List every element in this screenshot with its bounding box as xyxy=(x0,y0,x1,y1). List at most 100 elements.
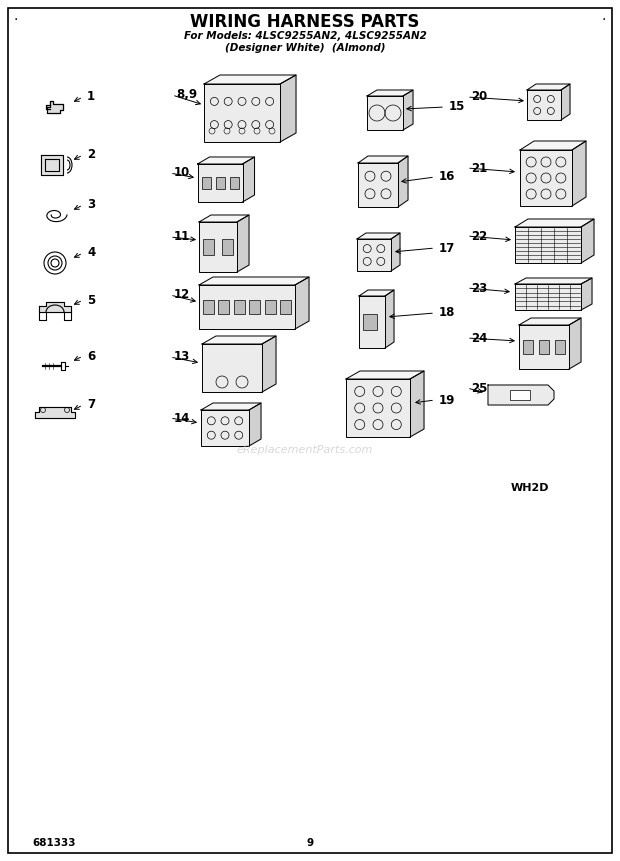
Bar xyxy=(359,296,385,348)
Polygon shape xyxy=(581,219,594,263)
Text: 6: 6 xyxy=(87,350,95,362)
Text: 13: 13 xyxy=(174,350,190,363)
Text: 14: 14 xyxy=(174,412,190,424)
Polygon shape xyxy=(398,156,408,207)
Polygon shape xyxy=(35,407,75,418)
Text: 24: 24 xyxy=(471,331,487,344)
Text: 681333: 681333 xyxy=(32,838,76,848)
Text: .: . xyxy=(14,9,18,23)
Polygon shape xyxy=(204,75,296,84)
Polygon shape xyxy=(519,318,581,325)
Text: 2: 2 xyxy=(87,148,95,162)
Bar xyxy=(515,284,581,310)
Bar xyxy=(222,239,233,255)
Polygon shape xyxy=(199,277,309,285)
Bar xyxy=(357,239,391,271)
Text: 19: 19 xyxy=(439,393,455,406)
Polygon shape xyxy=(237,215,249,272)
Text: For Models: 4LSC9255AN2, 4LSC9255AN2: For Models: 4LSC9255AN2, 4LSC9255AN2 xyxy=(184,31,427,41)
Text: 11: 11 xyxy=(174,231,190,244)
Polygon shape xyxy=(527,84,570,90)
Polygon shape xyxy=(515,278,592,284)
Bar xyxy=(234,300,245,314)
Bar xyxy=(203,239,214,255)
Text: 25: 25 xyxy=(471,381,487,394)
Text: .: . xyxy=(602,9,606,23)
Polygon shape xyxy=(202,336,276,344)
Polygon shape xyxy=(569,318,581,369)
Polygon shape xyxy=(242,157,254,202)
Bar xyxy=(519,325,569,369)
Polygon shape xyxy=(359,290,394,296)
Bar xyxy=(265,300,276,314)
Bar xyxy=(202,344,262,392)
Polygon shape xyxy=(385,290,394,348)
Bar xyxy=(203,300,214,314)
Text: 18: 18 xyxy=(439,307,455,319)
Polygon shape xyxy=(391,233,400,271)
Polygon shape xyxy=(520,141,586,150)
Text: 20: 20 xyxy=(471,90,487,103)
Polygon shape xyxy=(199,215,249,222)
Text: 1: 1 xyxy=(87,90,95,103)
Bar xyxy=(249,300,260,314)
Bar xyxy=(367,96,403,130)
Polygon shape xyxy=(357,233,400,239)
Text: eReplacementParts.com: eReplacementParts.com xyxy=(237,445,373,455)
Text: 22: 22 xyxy=(471,230,487,243)
Text: 17: 17 xyxy=(439,241,455,255)
Text: 16: 16 xyxy=(439,170,455,183)
Polygon shape xyxy=(280,75,296,142)
Polygon shape xyxy=(201,403,261,410)
Bar xyxy=(515,227,581,263)
Text: 21: 21 xyxy=(471,162,487,175)
Polygon shape xyxy=(358,156,408,163)
Text: 12: 12 xyxy=(174,288,190,301)
Polygon shape xyxy=(346,371,424,379)
Text: 4: 4 xyxy=(87,246,95,259)
Bar xyxy=(346,379,410,437)
Bar xyxy=(280,300,291,314)
Text: 9: 9 xyxy=(306,838,314,848)
Polygon shape xyxy=(561,84,570,120)
Polygon shape xyxy=(249,403,261,446)
Polygon shape xyxy=(488,385,554,405)
Polygon shape xyxy=(367,90,413,96)
Bar xyxy=(199,222,237,272)
Polygon shape xyxy=(295,277,309,329)
Bar xyxy=(218,300,229,314)
Polygon shape xyxy=(403,90,413,130)
Polygon shape xyxy=(581,278,592,310)
Bar xyxy=(216,177,224,189)
Bar xyxy=(199,285,295,329)
Text: 10: 10 xyxy=(174,166,190,179)
Text: 23: 23 xyxy=(471,282,487,294)
Text: 7: 7 xyxy=(87,399,95,412)
Bar xyxy=(202,177,211,189)
Polygon shape xyxy=(39,302,71,312)
Bar xyxy=(363,314,377,330)
Bar xyxy=(204,84,280,142)
Text: 15: 15 xyxy=(449,101,466,114)
Bar xyxy=(510,390,530,400)
Text: 8,9: 8,9 xyxy=(176,89,197,102)
Bar xyxy=(555,340,565,354)
Bar xyxy=(527,90,561,120)
Polygon shape xyxy=(572,141,586,206)
Bar xyxy=(201,410,249,446)
Polygon shape xyxy=(41,155,63,175)
Text: (Designer White)  (Almond): (Designer White) (Almond) xyxy=(224,43,385,53)
Bar xyxy=(520,150,572,206)
Text: WH2D: WH2D xyxy=(511,483,549,493)
Bar xyxy=(539,340,549,354)
Bar xyxy=(523,340,533,354)
Polygon shape xyxy=(198,157,254,164)
Bar xyxy=(229,177,239,189)
Polygon shape xyxy=(410,371,424,437)
Polygon shape xyxy=(262,336,276,392)
Text: 5: 5 xyxy=(87,294,95,307)
Bar xyxy=(358,163,398,207)
Polygon shape xyxy=(515,219,594,227)
Polygon shape xyxy=(47,101,63,113)
Text: WIRING HARNESS PARTS: WIRING HARNESS PARTS xyxy=(190,13,420,31)
